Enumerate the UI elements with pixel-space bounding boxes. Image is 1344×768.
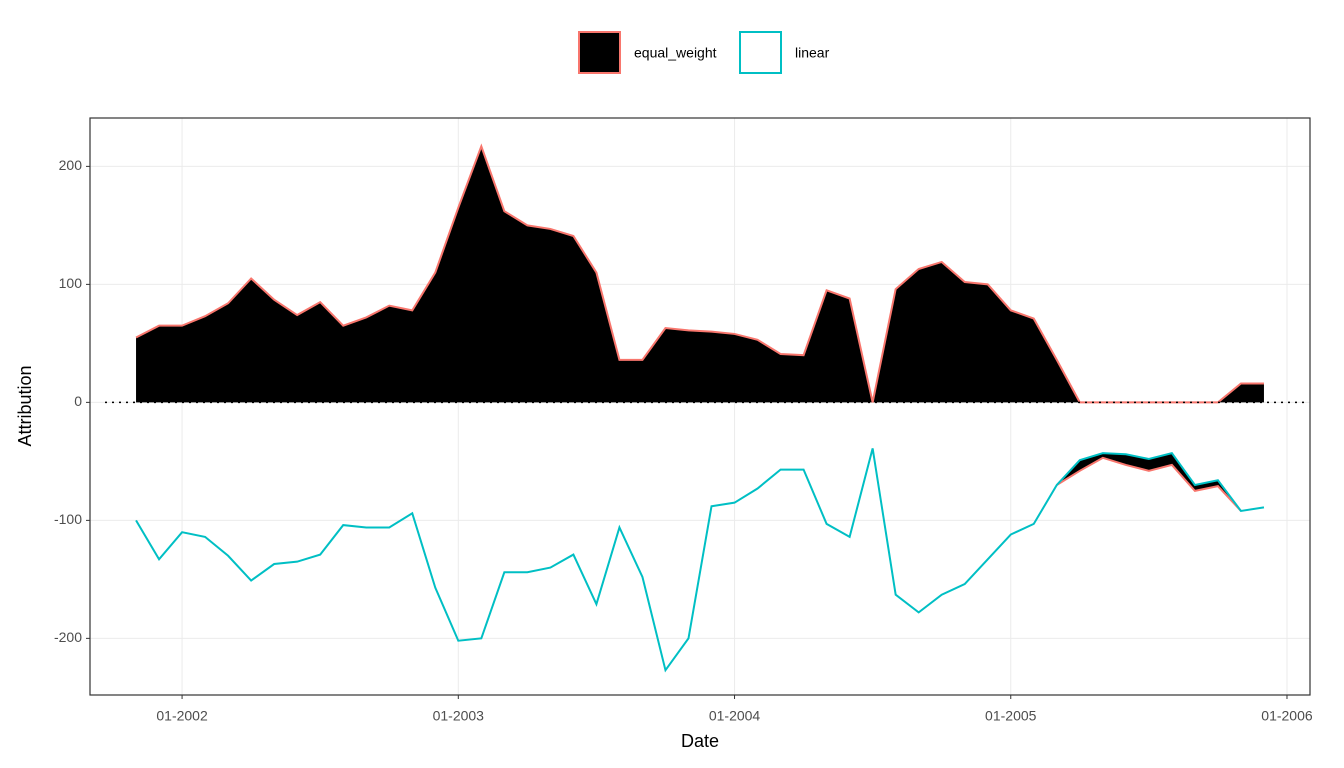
- x-tick-label: 01-2004: [709, 708, 761, 724]
- legend-label: linear: [795, 45, 830, 61]
- legend-label: equal_weight: [634, 45, 717, 61]
- x-tick-label: 01-2002: [156, 708, 208, 724]
- x-tick-label: 01-2005: [985, 708, 1037, 724]
- line: [135, 143, 1264, 404]
- y-tick-label: 200: [59, 157, 83, 173]
- x-tick-label: 01-2006: [1261, 708, 1313, 724]
- line: [1056, 456, 1242, 512]
- y-tick-label: -200: [54, 629, 82, 645]
- area: [136, 146, 1264, 403]
- y-tick-label: -100: [54, 511, 82, 527]
- x-tick-label: 01-2003: [433, 708, 485, 724]
- legend-key: [578, 31, 621, 74]
- y-axis-title: Attribution: [15, 365, 35, 446]
- legend-key: [739, 31, 782, 74]
- line: [135, 448, 1265, 673]
- y-tick-label: 100: [59, 275, 83, 291]
- ribbon: [1056, 453, 1241, 511]
- y-tick-label: 0: [74, 393, 82, 409]
- plot-border: [89, 117, 1311, 696]
- x-axis-title: Date: [681, 731, 719, 751]
